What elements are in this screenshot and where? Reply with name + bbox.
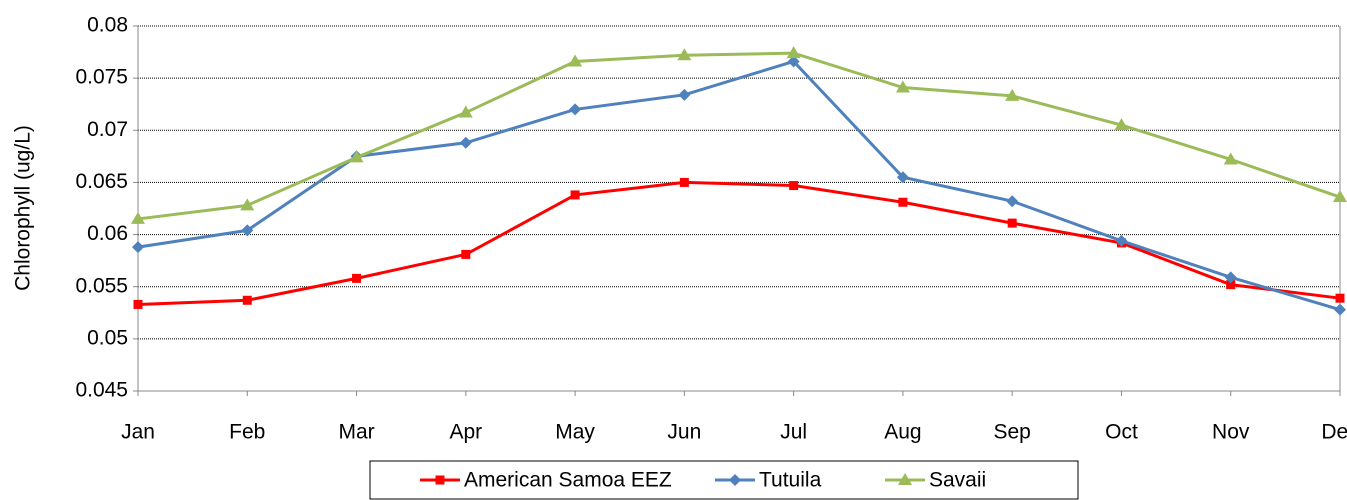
- data-point: [789, 181, 799, 191]
- series-line: [137, 59, 1341, 312]
- y-tick-label: 0.06: [87, 222, 128, 245]
- data-point: [1226, 280, 1236, 290]
- y-tick-label: 0.045: [75, 379, 128, 402]
- legend-label: American Samoa EEZ: [464, 469, 672, 492]
- data-point: [1223, 152, 1238, 165]
- data-point: [131, 211, 145, 224]
- series-line: [137, 180, 1341, 306]
- legend-marker: [729, 474, 741, 486]
- x-tick-label: Jan: [121, 421, 155, 444]
- data-point: [786, 46, 801, 59]
- data-point: [458, 105, 473, 118]
- data-point: [679, 177, 689, 187]
- x-tick-label: Jul: [780, 421, 807, 444]
- data-point: [240, 198, 255, 211]
- data-point: [1335, 293, 1345, 303]
- data-point: [895, 80, 910, 93]
- data-point: [898, 197, 908, 207]
- data-point: [1334, 303, 1346, 316]
- data-point: [1333, 190, 1347, 203]
- x-tick-label: Oct: [1105, 421, 1138, 444]
- data-point: [1115, 234, 1128, 247]
- series-line: [137, 51, 1341, 221]
- data-point: [242, 295, 252, 305]
- data-point: [896, 171, 909, 184]
- x-tick-label: Sep: [993, 421, 1030, 444]
- data-point: [1224, 271, 1237, 284]
- x-tick-label: Feb: [229, 421, 265, 444]
- x-tick-label: Aug: [884, 421, 921, 444]
- x-tick-label: Nov: [1212, 421, 1250, 444]
- x-tick-label: Apr: [449, 421, 482, 444]
- data-point: [678, 88, 691, 101]
- data-point: [569, 103, 582, 116]
- data-point: [459, 136, 472, 149]
- y-tick-label: 0.07: [87, 118, 128, 141]
- data-point: [1006, 195, 1019, 208]
- y-axis-label: Chlorophyll (ug/L): [12, 125, 35, 291]
- data-point: [1005, 88, 1020, 101]
- data-point: [241, 224, 254, 237]
- x-tick-label: Jun: [667, 421, 701, 444]
- data-point: [352, 273, 362, 283]
- data-point: [1007, 218, 1017, 228]
- data-point: [132, 241, 144, 254]
- x-tick-label: Mar: [338, 421, 374, 444]
- y-tick-label: 0.055: [75, 274, 128, 297]
- legend-label: Savaii: [929, 469, 986, 492]
- y-tick-label: 0.08: [87, 14, 128, 37]
- data-point: [570, 190, 580, 200]
- data-point: [787, 55, 800, 68]
- y-tick-label: 0.075: [75, 66, 128, 89]
- data-point: [568, 54, 583, 67]
- legend-marker: [898, 473, 912, 485]
- data-point: [677, 48, 692, 61]
- legend-label: Tutuila: [759, 469, 822, 492]
- y-tick-label: 0.065: [75, 170, 128, 193]
- data-point: [1114, 118, 1129, 131]
- x-tick-label: Dec: [1321, 421, 1347, 444]
- data-point: [349, 150, 364, 163]
- data-point: [133, 299, 143, 309]
- legend-marker: [435, 475, 445, 485]
- y-tick-label: 0.05: [87, 326, 128, 349]
- x-tick-label: May: [555, 421, 595, 444]
- data-point: [461, 249, 471, 259]
